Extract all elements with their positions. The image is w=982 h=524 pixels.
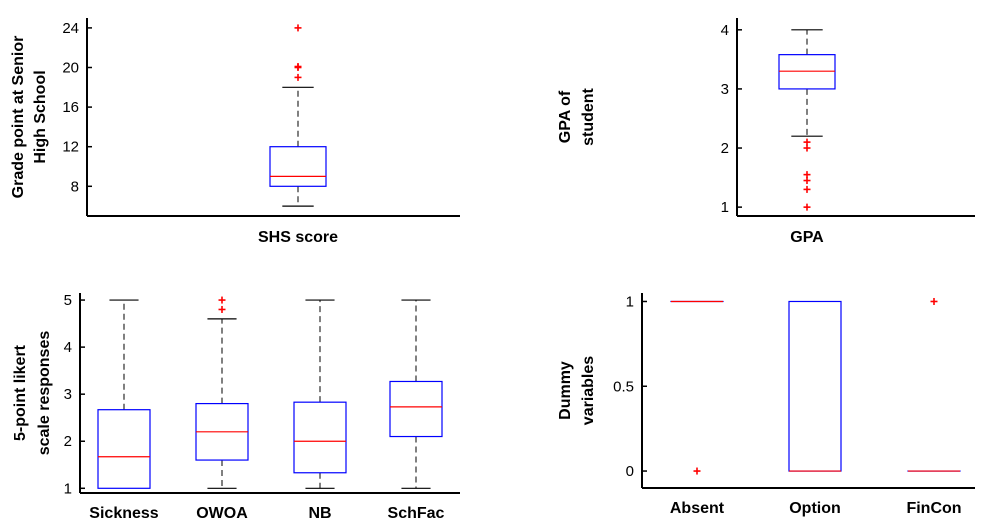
box <box>97 409 151 489</box>
category-label: FinCon <box>906 500 961 517</box>
category-label: Absent <box>670 500 725 517</box>
outlier-marker <box>218 305 226 313</box>
y-tick-label: 16 <box>62 99 79 116</box>
outlier-marker <box>803 138 811 146</box>
panel-2: 1 2 3 4 GPA of student GPA <box>557 18 975 246</box>
y-tick-label: 1 <box>64 480 72 497</box>
y-axis-label: High School <box>32 70 49 163</box>
box <box>389 380 443 438</box>
y-tick-label: 2 <box>64 433 72 450</box>
outlier-marker <box>803 144 811 152</box>
y-axis-label: Grade point at Senior <box>10 36 27 199</box>
category-label: Sickness <box>89 505 158 522</box>
outlier-marker <box>218 296 226 304</box>
y-tick-label: 4 <box>64 339 72 356</box>
outlier-marker <box>294 24 302 32</box>
x-axis-label: GPA <box>790 229 824 246</box>
outlier-marker <box>803 171 811 179</box>
panel-3: 1 2 3 4 5 5-point likert scale responses Sickne… <box>12 292 460 522</box>
y-tick-label: 4 <box>721 22 729 39</box>
y-tick-label: 20 <box>62 60 79 77</box>
panel-1: 8 12 16 20 24 Grade point at Senior High Schoo… <box>10 18 460 246</box>
box <box>788 300 842 472</box>
outlier-marker <box>294 63 302 71</box>
y-tick-label: 24 <box>62 20 79 37</box>
y-axis-label: student <box>580 87 597 145</box>
y-tick-label: 8 <box>71 178 79 195</box>
outlier-marker <box>930 297 938 305</box>
y-axis-label: 5-point likert <box>12 344 29 441</box>
y-tick-label: 1 <box>626 293 634 310</box>
y-tick-label: 0.5 <box>613 378 634 395</box>
outlier-marker <box>803 185 811 193</box>
y-tick-label: 1 <box>721 199 729 216</box>
y-axis-label: scale responses <box>36 331 53 456</box>
y-tick-label: 5 <box>64 292 72 309</box>
category-label: SchFac <box>388 505 445 522</box>
box <box>269 146 327 187</box>
y-tick-label: 3 <box>721 81 729 98</box>
panel-4: 0 0.5 1 Dummy variables Absent Option FinCon <box>557 293 975 517</box>
outlier-marker <box>803 203 811 211</box>
box <box>293 401 347 474</box>
y-tick-label: 2 <box>721 140 729 157</box>
y-tick-label: 3 <box>64 386 72 403</box>
outlier-marker <box>803 177 811 185</box>
y-axis-label: GPA of <box>557 90 574 143</box>
x-axis-label: SHS score <box>258 229 338 246</box>
category-label: NB <box>308 505 331 522</box>
outlier-marker <box>294 73 302 81</box>
y-axis-label: Dummy <box>557 361 574 420</box>
y-tick-label: 12 <box>62 139 79 156</box>
category-label: Option <box>789 500 841 517</box>
y-axis-label: variables <box>580 356 597 425</box>
y-tick-label: 0 <box>626 463 634 480</box>
outlier-marker <box>693 467 701 475</box>
category-label: OWOA <box>196 505 248 522</box>
